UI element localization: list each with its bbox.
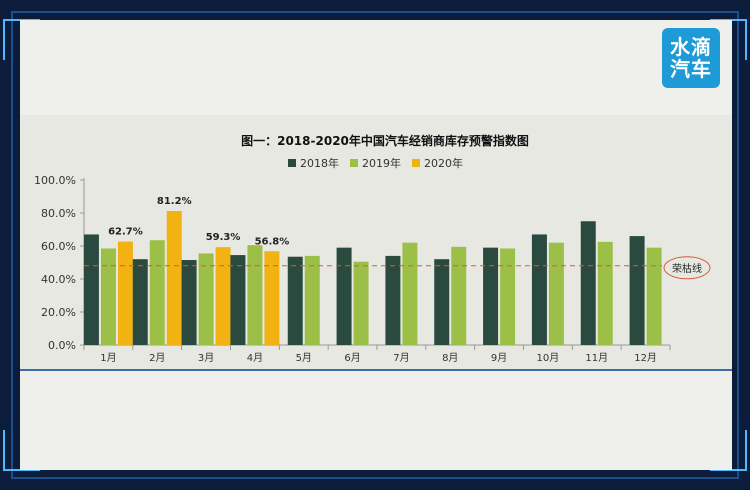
bars [83, 211, 662, 345]
y-tick-label: 60.0% [41, 240, 76, 253]
x-tick-label: 1月 [100, 352, 116, 364]
legend-label: 2020年 [424, 156, 463, 170]
bar [247, 245, 263, 345]
reference-line-label: 荣枯线 [672, 262, 702, 275]
legend-label: 2019年 [362, 156, 401, 170]
bar [451, 246, 467, 345]
bar [287, 256, 303, 345]
x-tick-label: 9月 [491, 352, 507, 364]
bar [483, 247, 499, 345]
legend-swatch [412, 159, 420, 167]
bar [181, 260, 197, 345]
bar [149, 240, 165, 345]
bar [198, 253, 214, 345]
bar [434, 259, 450, 345]
bar [597, 241, 613, 345]
bar [215, 247, 231, 345]
x-tick-label: 10月 [537, 352, 560, 364]
bar [336, 247, 352, 345]
x-tick-label: 4月 [247, 352, 263, 364]
reference-line-oval [663, 256, 711, 280]
x-tick-label: 2月 [149, 352, 165, 364]
x-tick-label: 7月 [393, 352, 409, 364]
y-tick-label: 0.0% [48, 339, 76, 352]
y-tick-label: 40.0% [41, 273, 76, 286]
bar [402, 242, 418, 345]
bar [531, 234, 547, 345]
bar [500, 248, 516, 345]
x-tick-label: 12月 [634, 352, 657, 364]
data-labels: 62.7% 81.2% 59.3% 56.8% [108, 196, 289, 247]
y-tick-label: 100.0% [34, 174, 76, 187]
reference-line: 荣枯线 [84, 256, 711, 280]
bar [629, 236, 645, 345]
legend-label: 2018年 [300, 156, 339, 170]
bar [100, 248, 116, 345]
brand-logo-text: 水滴汽车 [670, 35, 712, 81]
x-tick-label: 5月 [296, 352, 312, 364]
bar [646, 247, 662, 345]
chart-title: 图一：2018-2020年中国汽车经销商库存预警指数图 [241, 133, 529, 148]
y-tick-label: 80.0% [41, 207, 76, 220]
data-label: 59.3% [206, 232, 241, 243]
data-label: 56.8% [255, 236, 290, 247]
x-tick-label: 11月 [585, 352, 608, 364]
x-tick-label: 3月 [198, 352, 214, 364]
bar [83, 234, 99, 345]
x-tick-label: 8月 [442, 352, 458, 364]
bar [166, 211, 182, 345]
legend: 2018年 2019年 2020年 [288, 156, 463, 170]
x-tick-label: 6月 [344, 352, 360, 364]
bar [132, 259, 148, 345]
bar [304, 255, 320, 345]
bar [548, 242, 564, 345]
bar [117, 241, 133, 345]
brand-logo: 水滴汽车 [662, 28, 720, 88]
bar [230, 255, 246, 345]
data-label: 81.2% [157, 196, 192, 207]
legend-swatch [288, 159, 296, 167]
bar [353, 261, 369, 345]
bar [264, 251, 280, 345]
legend-swatch [350, 159, 358, 167]
bar [580, 221, 596, 345]
data-label: 62.7% [108, 227, 143, 238]
bar [385, 255, 401, 345]
y-tick-label: 20.0% [41, 306, 76, 319]
